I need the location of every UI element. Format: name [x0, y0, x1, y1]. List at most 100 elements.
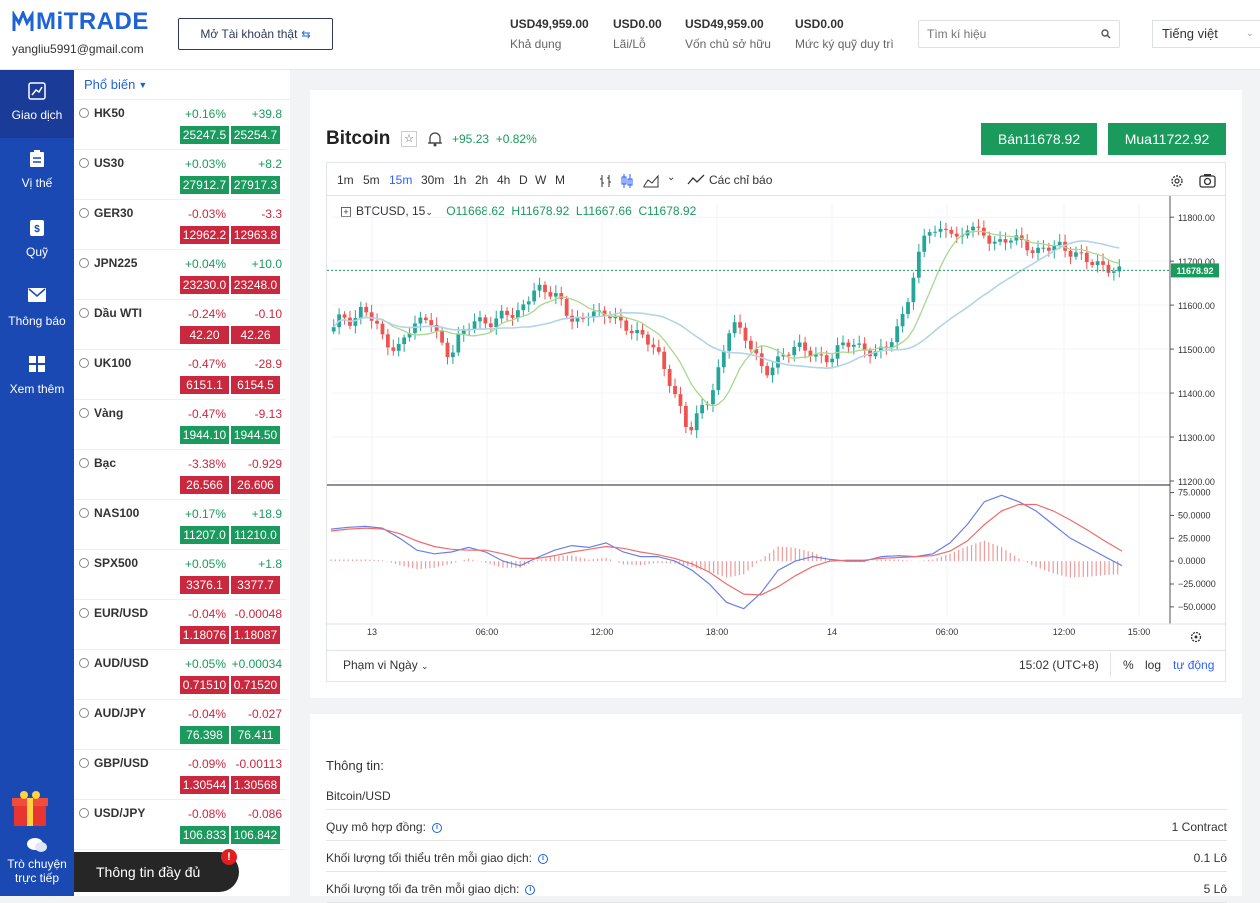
ask-price[interactable]: 1.18087: [231, 626, 280, 644]
timeframe-2h[interactable]: 2h: [475, 173, 489, 187]
ask-price[interactable]: 26.606: [231, 476, 280, 494]
percent-scale-toggle[interactable]: %: [1123, 658, 1134, 672]
select-radio[interactable]: [79, 558, 89, 568]
ask-price[interactable]: 27917.3: [231, 176, 280, 194]
favorite-star-icon[interactable]: ☆: [401, 131, 417, 147]
chart-time[interactable]: 15:02 (UTC+8): [1019, 658, 1099, 672]
watchlist-row[interactable]: AUD/USD +0.05% +0.00034 0.71510 0.71520: [74, 650, 286, 700]
search-icon[interactable]: [1101, 29, 1111, 39]
select-radio[interactable]: [79, 258, 89, 268]
timeframe-5m[interactable]: 5m: [363, 173, 380, 187]
sell-button[interactable]: Bán11678.92: [981, 123, 1097, 155]
bid-price[interactable]: 12962.2: [180, 226, 229, 244]
select-radio[interactable]: [79, 708, 89, 718]
full-info-button[interactable]: Thông tin đầy đủ: [74, 852, 239, 892]
ask-price[interactable]: 1944.50: [231, 426, 280, 444]
watchlist-row[interactable]: Bạc -3.38% -0.929 26.566 26.606: [74, 450, 286, 500]
ask-price[interactable]: 1.30568: [231, 776, 280, 794]
timeframe-D[interactable]: D: [519, 173, 528, 187]
area-style-icon[interactable]: [643, 174, 659, 188]
bid-price[interactable]: 1.30544: [180, 776, 229, 794]
timeframe-15m[interactable]: 15m: [389, 173, 413, 187]
info-icon[interactable]: i: [538, 853, 549, 864]
watchlist-row[interactable]: Vàng -0.47% -9.13 1944.10 1944.50: [74, 400, 286, 450]
bid-price[interactable]: 1944.10: [180, 426, 229, 444]
candle-style-icon[interactable]: [620, 173, 634, 189]
select-radio[interactable]: [79, 308, 89, 318]
select-radio[interactable]: [79, 758, 89, 768]
bid-price[interactable]: 27912.7: [180, 176, 229, 194]
select-radio[interactable]: [79, 408, 89, 418]
camera-icon[interactable]: [1199, 173, 1216, 188]
bell-icon[interactable]: [427, 131, 443, 147]
ask-price[interactable]: 6154.5: [231, 376, 280, 394]
select-radio[interactable]: [79, 158, 89, 168]
settings-gear-icon[interactable]: [1169, 173, 1185, 189]
ask-price[interactable]: 3377.7: [231, 576, 280, 594]
info-icon[interactable]: i: [525, 884, 536, 895]
timeframe-W[interactable]: W: [535, 173, 547, 187]
indicators-button[interactable]: Các chỉ báo: [709, 173, 773, 187]
open-real-account-button[interactable]: Mở Tài khoản thật ⇆: [178, 18, 333, 50]
ask-price[interactable]: 42.26: [231, 326, 280, 344]
nav-item-positions[interactable]: Vị thế: [0, 138, 74, 206]
watchlist-row[interactable]: US30 +0.03% +8.2 27912.7 27917.3: [74, 150, 286, 200]
legend-expand-icon[interactable]: +: [341, 207, 351, 217]
watchlist-row[interactable]: HK50 +0.16% +39.8 25247.5 25254.7: [74, 100, 286, 150]
watchlist-row[interactable]: UK100 -0.47% -28.9 6151.1 6154.5: [74, 350, 286, 400]
bid-price[interactable]: 42.20: [180, 326, 229, 344]
select-radio[interactable]: [79, 108, 89, 118]
watchlist-row[interactable]: USD/JPY -0.08% -0.086 106.833 106.842: [74, 800, 286, 850]
ask-price[interactable]: 25254.7: [231, 126, 280, 144]
logo[interactable]: MiTRADE: [12, 8, 149, 36]
price-chart[interactable]: 11800.00 11700.00 11600.00 11500.00 11400.00…: [327, 196, 1225, 651]
select-radio[interactable]: [79, 208, 89, 218]
timeframe-1m[interactable]: 1m: [337, 173, 354, 187]
legend-symbol[interactable]: BTCUSD, 15: [356, 204, 426, 218]
watchlist-row[interactable]: NAS100 +0.17% +18.9 11207.0 11210.0: [74, 500, 286, 550]
watchlist-row[interactable]: AUD/JPY -0.04% -0.027 76.398 76.411: [74, 700, 286, 750]
bid-price[interactable]: 0.71510: [180, 676, 229, 694]
select-radio[interactable]: [79, 508, 89, 518]
select-radio[interactable]: [79, 458, 89, 468]
ask-price[interactable]: 11210.0: [231, 526, 280, 544]
timeframe-4h[interactable]: 4h: [497, 173, 511, 187]
select-radio[interactable]: [79, 808, 89, 818]
ask-price[interactable]: 23248.0: [231, 276, 280, 294]
select-radio[interactable]: [79, 658, 89, 668]
nav-item-notifications[interactable]: Thông báo: [0, 276, 74, 344]
bid-price[interactable]: 11207.0: [180, 526, 229, 544]
watchlist-filter[interactable]: Phổ biến ▼: [74, 70, 290, 100]
watchlist-row[interactable]: EUR/USD -0.04% -0.00048 1.18076 1.18087: [74, 600, 286, 650]
log-scale-toggle[interactable]: log: [1145, 658, 1162, 672]
time-axis-gear-icon[interactable]: [1190, 631, 1202, 643]
ask-price[interactable]: 106.842: [231, 826, 280, 844]
bar-style-icon[interactable]: [599, 174, 613, 188]
ask-price[interactable]: 12963.8: [231, 226, 280, 244]
nav-item-trade[interactable]: Giao dịch: [0, 70, 74, 138]
bid-price[interactable]: 23230.0: [180, 276, 229, 294]
timeframe-M[interactable]: M: [555, 173, 565, 187]
timeframe-30m[interactable]: 30m: [421, 173, 445, 187]
timeframe-1h[interactable]: 1h: [453, 173, 467, 187]
info-icon[interactable]: i: [431, 822, 442, 833]
bid-price[interactable]: 106.833: [180, 826, 229, 844]
ask-price[interactable]: 0.71520: [231, 676, 280, 694]
chevron-down-icon[interactable]: ⌄: [667, 172, 676, 183]
bid-price[interactable]: 76.398: [180, 726, 229, 744]
bid-price[interactable]: 25247.5: [180, 126, 229, 144]
nav-item-fund[interactable]: $ Quỹ: [0, 207, 74, 275]
symbol-search-input[interactable]: [918, 20, 1120, 48]
bid-price[interactable]: 6151.1: [180, 376, 229, 394]
watchlist-row[interactable]: JPN225 +0.04% +10.0 23230.0 23248.0: [74, 250, 286, 300]
watchlist-row[interactable]: Dầu WTI -0.24% -0.10 42.20 42.26: [74, 300, 286, 350]
nav-item-more[interactable]: Xem thêm: [0, 344, 74, 412]
auto-scale-toggle[interactable]: tự động: [1173, 658, 1215, 672]
buy-button[interactable]: Mua11722.92: [1108, 123, 1226, 155]
bid-price[interactable]: 26.566: [180, 476, 229, 494]
bid-price[interactable]: 1.18076: [180, 626, 229, 644]
watchlist-row[interactable]: SPX500 +0.05% +1.8 3376.1 3377.7: [74, 550, 286, 600]
watchlist-row[interactable]: GER30 -0.03% -3.3 12962.2 12963.8: [74, 200, 286, 250]
language-select[interactable]: Tiếng việt ⌄: [1152, 20, 1260, 48]
date-range-select[interactable]: Phạm vi Ngày ⌄: [343, 658, 429, 672]
